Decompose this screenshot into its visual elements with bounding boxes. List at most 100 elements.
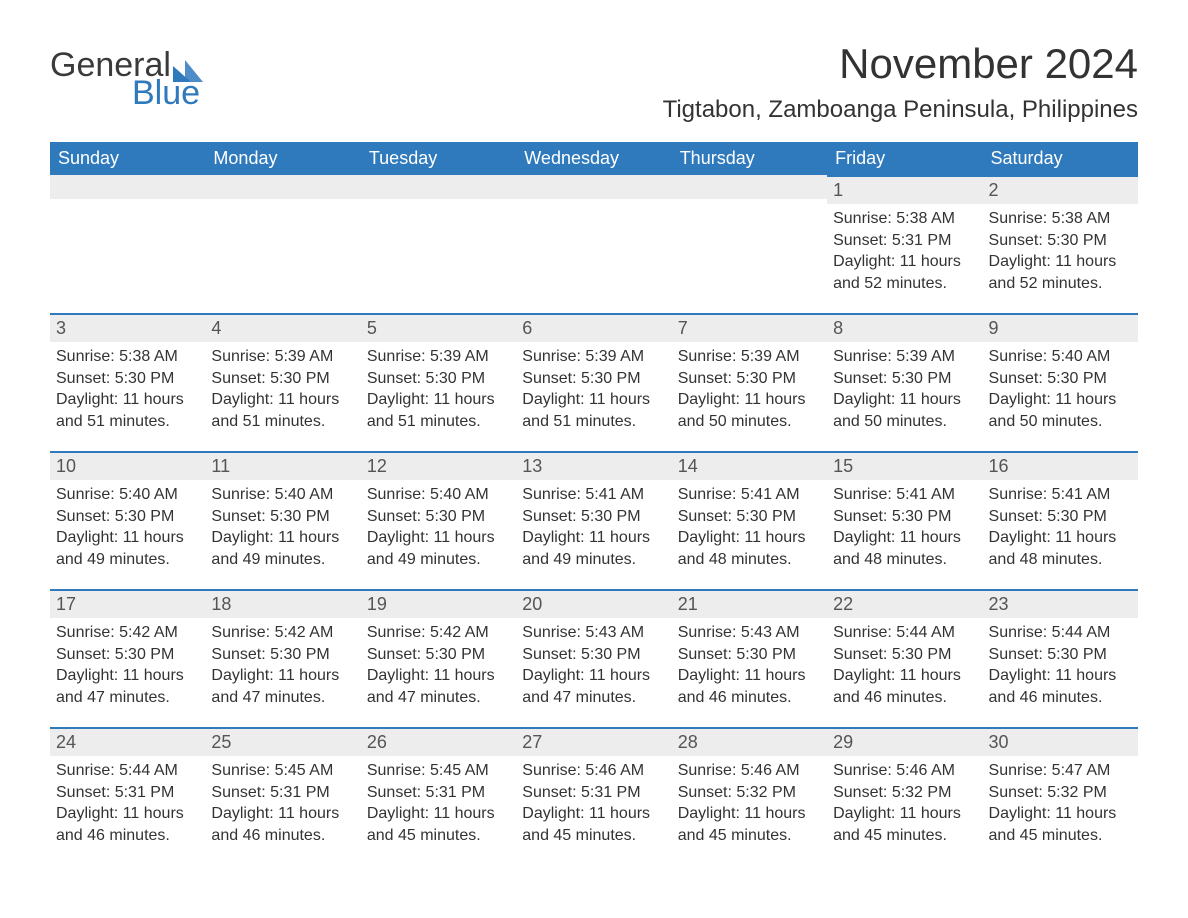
day-sunrise: Sunrise: 5:47 AM <box>989 760 1132 782</box>
day-number: 24 <box>50 727 205 756</box>
day-daylight2: and 46 minutes. <box>211 825 354 847</box>
day-cell: 6Sunrise: 5:39 AMSunset: 5:30 PMDaylight… <box>516 313 671 442</box>
day-cell: 19Sunrise: 5:42 AMSunset: 5:30 PMDayligh… <box>361 589 516 718</box>
day-daylight2: and 48 minutes. <box>678 549 821 571</box>
calendar-week: 24Sunrise: 5:44 AMSunset: 5:31 PMDayligh… <box>50 727 1138 865</box>
day-daylight1: Daylight: 11 hours <box>211 803 354 825</box>
day-sunrise: Sunrise: 5:41 AM <box>522 484 665 506</box>
day-daylight1: Daylight: 11 hours <box>56 803 199 825</box>
calendar-head: SundayMondayTuesdayWednesdayThursdayFrid… <box>50 142 1138 175</box>
calendar-cell: 16Sunrise: 5:41 AMSunset: 5:30 PMDayligh… <box>983 451 1138 589</box>
day-daylight2: and 46 minutes. <box>56 825 199 847</box>
day-sunset: Sunset: 5:30 PM <box>833 644 976 666</box>
day-sunrise: Sunrise: 5:39 AM <box>522 346 665 368</box>
calendar-cell: 7Sunrise: 5:39 AMSunset: 5:30 PMDaylight… <box>672 313 827 451</box>
calendar-cell: 20Sunrise: 5:43 AMSunset: 5:30 PMDayligh… <box>516 589 671 727</box>
day-sunset: Sunset: 5:31 PM <box>211 782 354 804</box>
day-cell: 25Sunrise: 5:45 AMSunset: 5:31 PMDayligh… <box>205 727 360 856</box>
day-cell: 30Sunrise: 5:47 AMSunset: 5:32 PMDayligh… <box>983 727 1138 856</box>
day-sunset: Sunset: 5:30 PM <box>522 644 665 666</box>
day-daylight2: and 47 minutes. <box>211 687 354 709</box>
day-cell: 3Sunrise: 5:38 AMSunset: 5:30 PMDaylight… <box>50 313 205 442</box>
day-daylight1: Daylight: 11 hours <box>367 665 510 687</box>
day-sunrise: Sunrise: 5:46 AM <box>678 760 821 782</box>
day-sunrise: Sunrise: 5:43 AM <box>678 622 821 644</box>
calendar-cell: 28Sunrise: 5:46 AMSunset: 5:32 PMDayligh… <box>672 727 827 865</box>
empty-day-bar <box>672 175 827 199</box>
day-cell: 9Sunrise: 5:40 AMSunset: 5:30 PMDaylight… <box>983 313 1138 442</box>
day-cell: 1Sunrise: 5:38 AMSunset: 5:31 PMDaylight… <box>827 175 982 304</box>
day-daylight1: Daylight: 11 hours <box>56 527 199 549</box>
day-sunrise: Sunrise: 5:42 AM <box>211 622 354 644</box>
empty-day-bar <box>361 175 516 199</box>
day-daylight2: and 46 minutes. <box>989 687 1132 709</box>
day-header: Tuesday <box>361 142 516 175</box>
day-daylight1: Daylight: 11 hours <box>211 665 354 687</box>
day-number: 2 <box>983 175 1138 204</box>
day-sunrise: Sunrise: 5:41 AM <box>678 484 821 506</box>
calendar-cell: 9Sunrise: 5:40 AMSunset: 5:30 PMDaylight… <box>983 313 1138 451</box>
day-daylight2: and 51 minutes. <box>56 411 199 433</box>
calendar-cell: 1Sunrise: 5:38 AMSunset: 5:31 PMDaylight… <box>827 175 982 313</box>
page-subtitle: Tigtabon, Zamboanga Peninsula, Philippin… <box>663 96 1138 124</box>
day-daylight2: and 49 minutes. <box>211 549 354 571</box>
day-daylight2: and 46 minutes. <box>833 687 976 709</box>
day-number: 30 <box>983 727 1138 756</box>
day-number: 29 <box>827 727 982 756</box>
title-block: November 2024 Tigtabon, Zamboanga Penins… <box>663 40 1138 138</box>
day-cell: 15Sunrise: 5:41 AMSunset: 5:30 PMDayligh… <box>827 451 982 580</box>
day-sunset: Sunset: 5:30 PM <box>833 506 976 528</box>
day-number: 23 <box>983 589 1138 618</box>
day-daylight2: and 45 minutes. <box>522 825 665 847</box>
day-number: 6 <box>516 313 671 342</box>
day-cell: 16Sunrise: 5:41 AMSunset: 5:30 PMDayligh… <box>983 451 1138 580</box>
day-sunset: Sunset: 5:30 PM <box>989 644 1132 666</box>
day-number: 19 <box>361 589 516 618</box>
day-cell: 5Sunrise: 5:39 AMSunset: 5:30 PMDaylight… <box>361 313 516 442</box>
calendar-week: 1Sunrise: 5:38 AMSunset: 5:31 PMDaylight… <box>50 175 1138 313</box>
day-cell: 17Sunrise: 5:42 AMSunset: 5:30 PMDayligh… <box>50 589 205 718</box>
day-cell: 4Sunrise: 5:39 AMSunset: 5:30 PMDaylight… <box>205 313 360 442</box>
day-daylight1: Daylight: 11 hours <box>833 803 976 825</box>
day-sunrise: Sunrise: 5:41 AM <box>989 484 1132 506</box>
calendar-cell: 13Sunrise: 5:41 AMSunset: 5:30 PMDayligh… <box>516 451 671 589</box>
calendar-cell: 8Sunrise: 5:39 AMSunset: 5:30 PMDaylight… <box>827 313 982 451</box>
calendar-cell: 19Sunrise: 5:42 AMSunset: 5:30 PMDayligh… <box>361 589 516 727</box>
day-number: 25 <box>205 727 360 756</box>
calendar-cell: 11Sunrise: 5:40 AMSunset: 5:30 PMDayligh… <box>205 451 360 589</box>
day-daylight1: Daylight: 11 hours <box>678 803 821 825</box>
calendar-cell: 23Sunrise: 5:44 AMSunset: 5:30 PMDayligh… <box>983 589 1138 727</box>
day-sunrise: Sunrise: 5:39 AM <box>211 346 354 368</box>
day-number: 10 <box>50 451 205 480</box>
day-sunset: Sunset: 5:30 PM <box>833 368 976 390</box>
empty-day-bar <box>50 175 205 199</box>
day-daylight1: Daylight: 11 hours <box>522 665 665 687</box>
day-daylight2: and 45 minutes. <box>833 825 976 847</box>
calendar-cell: 30Sunrise: 5:47 AMSunset: 5:32 PMDayligh… <box>983 727 1138 865</box>
empty-day-bar <box>516 175 671 199</box>
calendar-cell: 12Sunrise: 5:40 AMSunset: 5:30 PMDayligh… <box>361 451 516 589</box>
day-number: 11 <box>205 451 360 480</box>
calendar-cell <box>516 175 671 313</box>
day-sunset: Sunset: 5:30 PM <box>678 644 821 666</box>
calendar-cell: 3Sunrise: 5:38 AMSunset: 5:30 PMDaylight… <box>50 313 205 451</box>
day-daylight2: and 45 minutes. <box>367 825 510 847</box>
day-daylight2: and 47 minutes. <box>367 687 510 709</box>
day-cell: 14Sunrise: 5:41 AMSunset: 5:30 PMDayligh… <box>672 451 827 580</box>
calendar-week: 3Sunrise: 5:38 AMSunset: 5:30 PMDaylight… <box>50 313 1138 451</box>
calendar-cell: 10Sunrise: 5:40 AMSunset: 5:30 PMDayligh… <box>50 451 205 589</box>
day-sunset: Sunset: 5:30 PM <box>989 506 1132 528</box>
day-cell: 12Sunrise: 5:40 AMSunset: 5:30 PMDayligh… <box>361 451 516 580</box>
day-sunrise: Sunrise: 5:43 AM <box>522 622 665 644</box>
calendar-cell: 26Sunrise: 5:45 AMSunset: 5:31 PMDayligh… <box>361 727 516 865</box>
calendar-cell: 15Sunrise: 5:41 AMSunset: 5:30 PMDayligh… <box>827 451 982 589</box>
logo: General Blue <box>50 48 203 110</box>
calendar-cell: 18Sunrise: 5:42 AMSunset: 5:30 PMDayligh… <box>205 589 360 727</box>
day-number: 22 <box>827 589 982 618</box>
page-title: November 2024 <box>663 40 1138 88</box>
day-sunset: Sunset: 5:31 PM <box>56 782 199 804</box>
day-cell: 22Sunrise: 5:44 AMSunset: 5:30 PMDayligh… <box>827 589 982 718</box>
day-number: 12 <box>361 451 516 480</box>
day-sunset: Sunset: 5:31 PM <box>833 230 976 252</box>
calendar-cell <box>672 175 827 313</box>
